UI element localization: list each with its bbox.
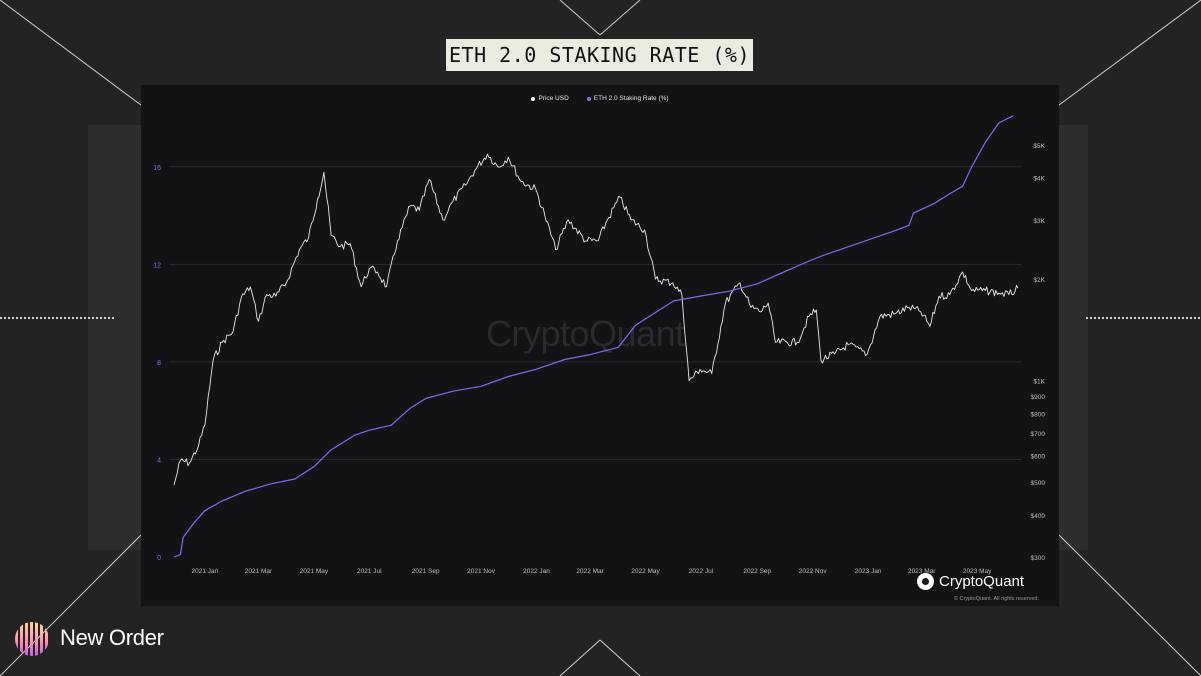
frame-line <box>0 534 142 676</box>
copyright-text: © CryptoQuant. All rights reserved. <box>953 596 1039 602</box>
legend-dot-icon <box>586 96 591 101</box>
x-axis-tick-label: 2022 Nov <box>799 568 828 575</box>
frame-line <box>559 0 601 36</box>
x-axis-tick-label: 2023 Jan <box>855 568 882 575</box>
cryptoquant-logo-icon <box>917 573 934 590</box>
right-axis-tick-label: $2K <box>1033 277 1045 284</box>
legend-label: ETH 2.0 Staking Rate (%) <box>593 95 669 102</box>
left-axis-tick-label: 0 <box>157 555 161 562</box>
left-axis-tick-label: 12 <box>153 262 161 269</box>
right-axis-tick-label: $400 <box>1031 513 1046 520</box>
right-axis-tick-label: $700 <box>1031 431 1046 438</box>
x-axis-tick-label: 2022 Jan <box>523 568 550 575</box>
right-axis-tick-label: $1K <box>1033 379 1045 386</box>
x-axis-tick-label: 2022 Jul <box>689 568 714 575</box>
right-axis-tick-label: $5K <box>1033 143 1045 150</box>
frame-line <box>559 639 601 676</box>
price-usd-line <box>173 153 1019 486</box>
cryptoquant-brand: CryptoQuant <box>917 573 1024 590</box>
right-axis-tick-label: $600 <box>1031 453 1046 460</box>
x-axis-tick-label: 2021 Sep <box>412 568 440 575</box>
frame-line <box>599 639 641 676</box>
frame-line <box>599 0 641 36</box>
x-axis-tick-label: 2021 Nov <box>467 568 496 575</box>
footer-brand-name: New Order <box>60 625 164 650</box>
left-axis-tick-label: 4 <box>157 457 161 464</box>
chart-canvas: 0 4 8 12 16 $300 $400 $500 $600 $700 $800 $900 $1K $2… <box>153 115 1046 575</box>
legend-label: Price USD <box>538 95 569 102</box>
x-axis-tick-label: 2021 May <box>300 568 329 575</box>
x-axis-tick-label: 2022 Sep <box>743 568 771 575</box>
x-axis-tick-label: 2021 Jan <box>192 568 219 575</box>
staking-rate-line <box>173 115 1014 558</box>
left-axis-tick-label: 8 <box>157 360 161 367</box>
x-axis-tick-label: 2023 Mar <box>908 568 936 575</box>
x-axis-tick-label: 2022 Mar <box>576 568 604 575</box>
right-axis-tick-label: $500 <box>1031 480 1046 487</box>
x-axis-tick-label: 2021 Jul <box>357 568 382 575</box>
frame-line <box>1058 0 1201 106</box>
right-axis-tick-label: $900 <box>1031 394 1046 401</box>
new-order-logo-icon <box>15 622 48 656</box>
legend-item-staking-rate[interactable]: ETH 2.0 Staking Rate (%) <box>586 95 669 102</box>
right-axis-tick-label: $3K <box>1033 218 1045 225</box>
chart-legend: Price USD ETH 2.0 Staking Rate (%) <box>141 95 1059 102</box>
left-axis-tick-label: 16 <box>153 165 161 172</box>
page-title: ETH 2.0 STAKING RATE (%) <box>446 39 753 71</box>
right-axis-tick-label: $300 <box>1031 555 1046 562</box>
right-axis-tick-label: $800 <box>1031 411 1046 418</box>
chart-watermark: CryptoQuant <box>486 313 685 354</box>
x-axis-tick-label: 2022 May <box>631 568 660 575</box>
x-axis-tick-label: 2023 May <box>963 568 992 575</box>
chart-card: CryptoQuant 0 4 8 12 16 $300 $400 $500 $600 $700 $… <box>141 85 1059 606</box>
x-axis-tick-label: 2021 Mar <box>245 568 273 575</box>
frame-line <box>0 0 142 106</box>
legend-dot-icon <box>531 96 536 101</box>
legend-item-price[interactable]: Price USD <box>531 95 569 102</box>
right-axis-tick-label: $4K <box>1033 176 1045 183</box>
brand-name: CryptoQuant <box>939 573 1025 590</box>
frame-line <box>1058 534 1201 676</box>
